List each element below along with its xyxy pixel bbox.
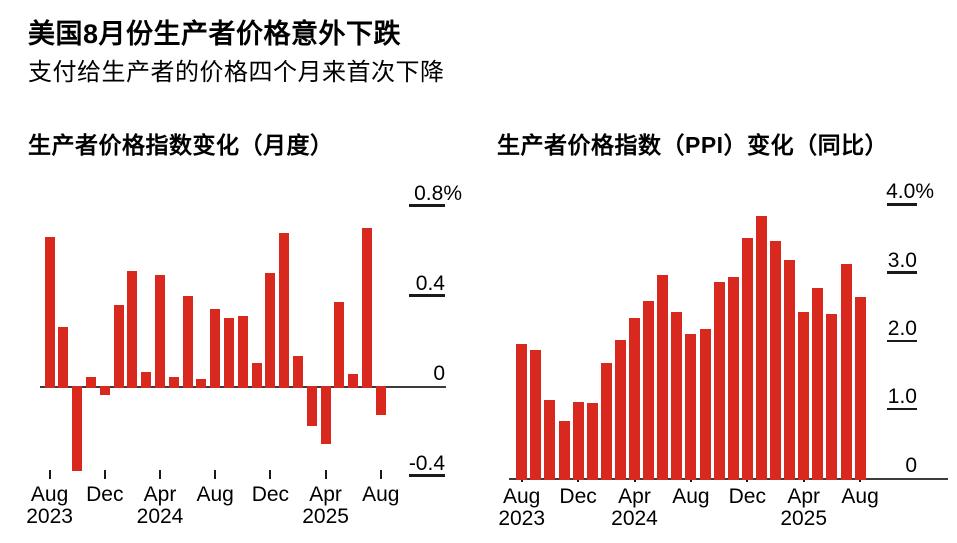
x-axis-tick-mark	[48, 470, 51, 479]
x-axis-month-label: Aug	[362, 483, 400, 506]
y-axis-tick-label: 0	[905, 453, 917, 477]
bar	[544, 400, 556, 480]
x-axis-month-label: Aug	[30, 483, 69, 506]
y-axis-tick-line	[887, 407, 917, 411]
bar	[727, 276, 739, 480]
bar	[320, 385, 331, 445]
bar	[251, 363, 262, 389]
x-axis-month-label: Aug	[841, 485, 879, 508]
x-axis-month-label: Aug	[503, 485, 541, 508]
page-subtitle: 支付给生产者的价格四个月来首次下降	[28, 59, 445, 86]
bar	[671, 311, 683, 480]
bar	[685, 334, 697, 480]
bar	[854, 297, 866, 480]
x-axis-month-label: Dec	[251, 483, 290, 506]
bar	[279, 232, 290, 389]
bar	[713, 282, 725, 480]
bar	[72, 385, 83, 472]
y-axis-tick-label: -0.4	[408, 451, 445, 475]
bar	[826, 314, 838, 480]
y-axis-tick-label: 0	[433, 361, 445, 385]
bar	[643, 301, 655, 480]
x-axis-year-label: 2025	[302, 505, 349, 528]
y-axis-tick-line	[409, 474, 445, 477]
bar	[657, 275, 669, 480]
y-axis-tick-label: 3.0	[887, 248, 917, 272]
bar	[196, 378, 207, 389]
x-axis-month-label: Aug	[672, 485, 710, 508]
bar	[755, 215, 767, 480]
bar	[586, 403, 598, 480]
bar	[58, 327, 69, 389]
bar	[516, 343, 528, 480]
bar	[530, 350, 542, 480]
page-title: 美国8月份生产者价格意外下跌	[28, 19, 402, 49]
bar	[113, 304, 124, 389]
bar	[798, 311, 810, 480]
bar	[770, 241, 781, 480]
x-axis-year-label: 2023	[26, 505, 73, 528]
y-axis-tick-line	[887, 339, 917, 343]
bar	[182, 295, 193, 389]
y-axis-tick-line	[409, 204, 445, 207]
bar	[784, 260, 796, 480]
bar	[699, 329, 711, 480]
bar	[362, 228, 372, 389]
x-axis-tick-mark	[379, 470, 382, 479]
bar	[210, 309, 221, 389]
bar	[741, 237, 753, 480]
bar	[334, 302, 345, 389]
bar	[348, 374, 359, 389]
x-axis-year-label: 2024	[611, 507, 658, 530]
x-axis-year-label: 2024	[136, 505, 184, 528]
x-axis-month-label: Apr	[143, 483, 177, 506]
y-axis-tick-line	[887, 271, 917, 274]
y-axis-tick-label: 4.0%	[886, 180, 934, 204]
bar	[155, 275, 165, 389]
bar	[168, 376, 179, 389]
bar	[558, 421, 570, 480]
y-axis-tick-label: 2.0	[887, 316, 917, 340]
y-axis-tick-line	[887, 203, 917, 206]
y-axis-tick-line	[409, 294, 445, 297]
bar	[629, 317, 640, 480]
x-axis-month-label: Aug	[196, 483, 234, 506]
x-axis-month-label: Dec	[728, 485, 766, 508]
x-axis-month-label: Apr	[309, 483, 342, 506]
x-axis-month-label: Dec	[86, 483, 124, 506]
chart-title-yoy-ppi: 生产者价格指数（PPI）变化（同比）	[497, 132, 889, 158]
bar	[375, 385, 386, 416]
x-axis-month-label: Apr	[787, 485, 821, 508]
chart-title-monthly-ppi: 生产者价格指数变化（月度）	[28, 132, 334, 158]
y-axis-tick-label: 0.8%	[414, 181, 462, 205]
bar	[44, 237, 55, 389]
bar	[265, 273, 276, 389]
bar	[141, 372, 152, 389]
bar	[812, 288, 824, 480]
bar	[306, 385, 317, 427]
bar	[237, 315, 248, 389]
x-axis-tick-mark	[269, 470, 272, 479]
x-axis-year-label: 2025	[780, 507, 828, 530]
y-axis-tick-label: 0.4	[415, 271, 445, 295]
bar	[86, 376, 96, 389]
y-axis-tick-label: 1.0	[887, 385, 917, 409]
bar	[99, 385, 110, 395]
bar	[600, 362, 612, 480]
bar	[840, 263, 852, 480]
x-axis-tick-mark	[159, 470, 161, 479]
x-axis-tick-mark	[214, 470, 217, 479]
x-axis-year-label: 2023	[498, 507, 546, 530]
bar	[614, 339, 626, 480]
x-axis-month-label: Apr	[618, 485, 651, 508]
x-axis-month-label: Dec	[559, 485, 597, 508]
bar	[572, 402, 584, 480]
bar	[127, 270, 138, 389]
x-axis-tick-mark	[324, 470, 327, 479]
x-axis-tick-mark	[103, 470, 106, 479]
bar	[293, 356, 303, 389]
bar	[224, 318, 234, 389]
